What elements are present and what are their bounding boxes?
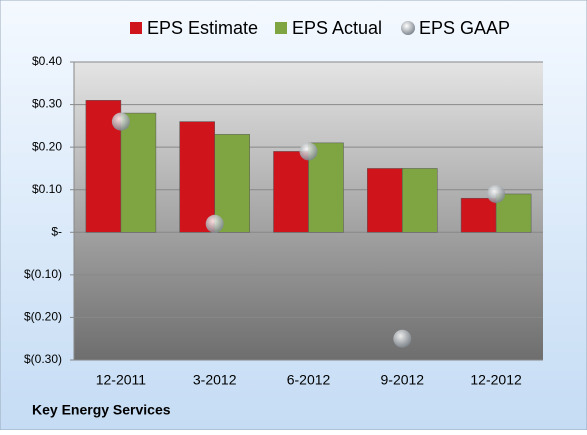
- bar: [273, 151, 309, 233]
- y-tick-label: $-: [51, 224, 62, 238]
- y-tick-label: $0.30: [32, 97, 62, 111]
- marker: [487, 184, 506, 203]
- bar: [214, 134, 250, 233]
- x-tick-label: 12-2011: [96, 372, 147, 388]
- legend-label: EPS Actual: [292, 18, 382, 38]
- bar: [460, 197, 497, 233]
- y-tick-label: $(0.30): [24, 352, 62, 366]
- y-tick-label: $(0.20): [24, 310, 62, 324]
- marker: [111, 112, 130, 131]
- y-tick-label: $0.10: [32, 182, 62, 196]
- legend-swatch: [275, 22, 287, 34]
- x-tick-label: 3-2012: [193, 372, 237, 388]
- legend-label: EPS Estimate: [147, 18, 258, 38]
- footer: Key Energy Services: [32, 402, 171, 418]
- marker: [205, 214, 224, 233]
- x-tick-label: 9-2012: [381, 372, 425, 388]
- x-tick-label: 12-2012: [470, 372, 522, 388]
- bar: [120, 112, 157, 233]
- bar: [402, 168, 438, 233]
- y-tick-label: $0.20: [32, 139, 62, 153]
- marker: [393, 329, 412, 348]
- legend-swatch: [130, 22, 142, 34]
- bar: [367, 168, 403, 233]
- bar: [179, 121, 215, 233]
- y-tick-label: $(0.10): [24, 267, 62, 281]
- legend-label: EPS GAAP: [419, 18, 510, 38]
- legend-swatch: [401, 21, 415, 35]
- y-tick-label: $0.40: [32, 54, 62, 68]
- x-tick-label: 6-2012: [287, 372, 331, 388]
- marker: [299, 142, 318, 161]
